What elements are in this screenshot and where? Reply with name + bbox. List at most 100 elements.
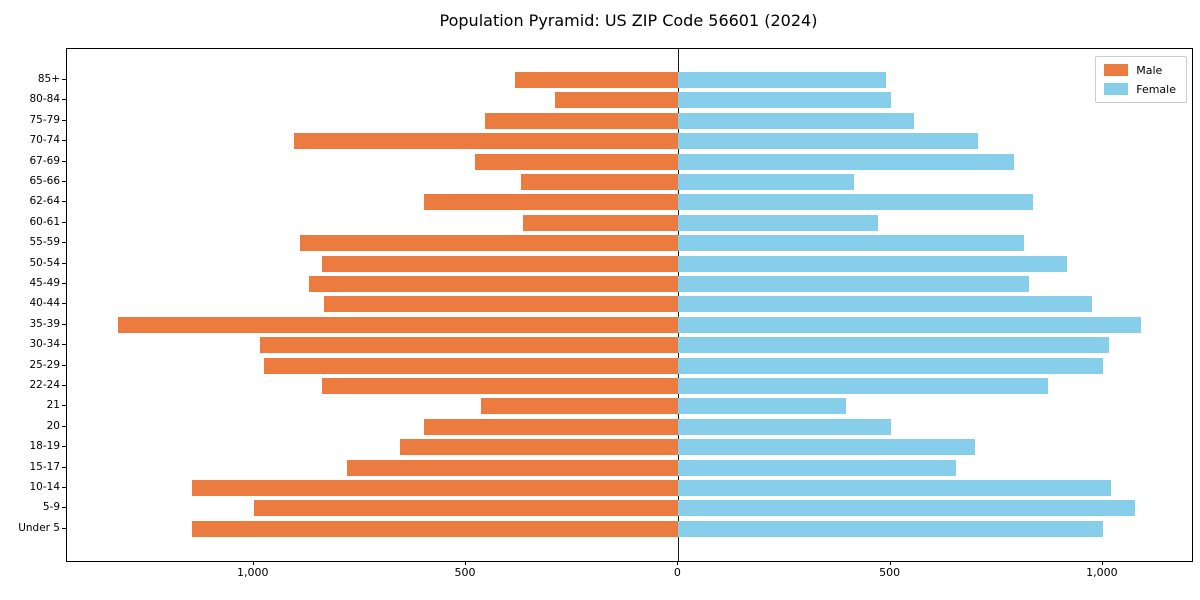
y-axis-label-75-79: 75-79: [29, 113, 60, 126]
legend-label-male: Male: [1136, 63, 1163, 77]
y-tick-mark: [62, 405, 66, 407]
legend-entry-male: Male: [1104, 64, 1176, 76]
bar-female-30-34: [678, 337, 1110, 354]
y-axis-label-10-14: 10-14: [29, 480, 60, 493]
y-tick-mark: [62, 283, 66, 284]
bar-female-25-29: [678, 357, 1103, 374]
y-axis-label-20: 20: [46, 419, 60, 432]
bar-female-67-69: [678, 153, 1014, 170]
bar-male-5-9: [253, 500, 679, 517]
y-tick-mark: [62, 99, 66, 101]
bar-male-35-39: [117, 316, 679, 333]
bar-male-45-49: [308, 276, 679, 292]
legend-entry-female: Female: [1104, 83, 1176, 95]
y-tick-mark: [62, 160, 66, 162]
bar-female-62-64: [678, 194, 1033, 211]
x-axis-label-500: 500: [879, 566, 901, 579]
bar-male-15-17: [347, 459, 679, 476]
y-axis-label-15-17: 15-17: [29, 460, 60, 473]
bar-male-30-34: [260, 337, 679, 354]
y-axis-label-22-24: 22-24: [29, 378, 60, 391]
y-axis-label-60-61: 60-61: [29, 215, 60, 228]
bar-female-45-49: [678, 276, 1029, 292]
bar-female-50-54: [678, 255, 1067, 272]
y-tick-mark: [62, 79, 66, 80]
x-axis-label-1,000: 1,000: [237, 566, 269, 579]
bar-male-67-69: [474, 153, 679, 170]
y-tick-mark: [62, 323, 66, 325]
y-tick-mark: [62, 364, 66, 366]
y-tick-mark: [62, 303, 66, 305]
y-tick-mark: [62, 487, 66, 488]
y-tick-mark: [62, 527, 66, 529]
x-axis-label-0: 0: [673, 566, 681, 579]
bar-male-50-54: [321, 255, 679, 272]
y-tick-mark: [62, 262, 66, 264]
bar-male-70-74: [294, 133, 679, 150]
y-tick-mark: [62, 242, 66, 244]
bar-female-22-24: [678, 378, 1048, 394]
bar-female-40-44: [678, 296, 1093, 313]
bar-female-15-17: [678, 459, 957, 476]
y-axis-label-5-9: 5-9: [42, 501, 60, 514]
legend-label-female: Female: [1136, 82, 1176, 96]
bar-female-Under 5: [678, 520, 1103, 537]
y-axis-label-18-19: 18-19: [29, 439, 60, 452]
y-axis-label-45-49: 45-49: [29, 276, 60, 289]
bar-male-22-24: [321, 378, 679, 394]
bar-female-35-39: [678, 316, 1142, 333]
y-axis-label-55-59: 55-59: [29, 235, 60, 248]
bar-female-18-19: [678, 439, 976, 456]
y-tick-mark: [62, 181, 66, 182]
x-axis-label-1,000: 1,000: [1086, 566, 1118, 579]
x-tick-mark: [889, 561, 891, 565]
y-tick-mark: [62, 425, 66, 427]
bar-female-70-74: [678, 133, 978, 150]
y-axis-label-80-84: 80-84: [29, 93, 60, 106]
y-axis-label-30-34: 30-34: [29, 337, 60, 350]
y-tick-mark: [62, 466, 66, 468]
y-tick-mark: [62, 201, 66, 203]
bar-male-Under 5: [192, 520, 679, 537]
male-color-swatch: [1104, 64, 1129, 76]
x-tick-mark: [252, 561, 254, 565]
female-color-swatch: [1104, 83, 1129, 95]
bar-male-75-79: [485, 112, 679, 129]
bar-female-20: [678, 418, 891, 435]
y-axis-label-40-44: 40-44: [29, 297, 60, 310]
x-tick-mark: [677, 561, 679, 565]
bar-male-10-14: [192, 480, 679, 496]
y-tick-mark: [62, 140, 66, 142]
bar-male-21: [480, 398, 679, 415]
bar-male-40-44: [323, 296, 679, 313]
y-axis-label-67-69: 67-69: [29, 154, 60, 167]
y-axis-label-85+: 85+: [37, 72, 60, 85]
bar-female-5-9: [678, 500, 1135, 517]
y-axis-label-Under 5: Under 5: [18, 521, 60, 534]
y-axis-label-70-74: 70-74: [29, 133, 60, 146]
bar-female-10-14: [678, 480, 1112, 496]
bar-female-55-59: [678, 235, 1025, 252]
y-tick-mark: [62, 507, 66, 509]
x-axis-label-500: 500: [454, 566, 476, 579]
y-axis-label-35-39: 35-39: [29, 317, 60, 330]
bar-male-85+: [514, 72, 679, 88]
bar-male-25-29: [264, 357, 679, 374]
bar-female-21: [678, 398, 846, 415]
bar-male-62-64: [423, 194, 679, 211]
y-axis-label-50-54: 50-54: [29, 256, 60, 269]
x-tick-mark: [465, 561, 467, 565]
y-tick-mark: [62, 446, 66, 448]
bar-male-80-84: [555, 92, 679, 109]
y-tick-mark: [62, 344, 66, 346]
y-axis-label-62-64: 62-64: [29, 195, 60, 208]
y-tick-mark: [62, 385, 66, 386]
bar-male-65-66: [521, 174, 679, 190]
bar-male-60-61: [523, 214, 679, 231]
y-axis-label-65-66: 65-66: [29, 174, 60, 187]
y-axis-label-21: 21: [46, 399, 60, 412]
bar-male-20: [423, 418, 679, 435]
bar-female-65-66: [678, 174, 855, 190]
bar-female-60-61: [678, 214, 878, 231]
